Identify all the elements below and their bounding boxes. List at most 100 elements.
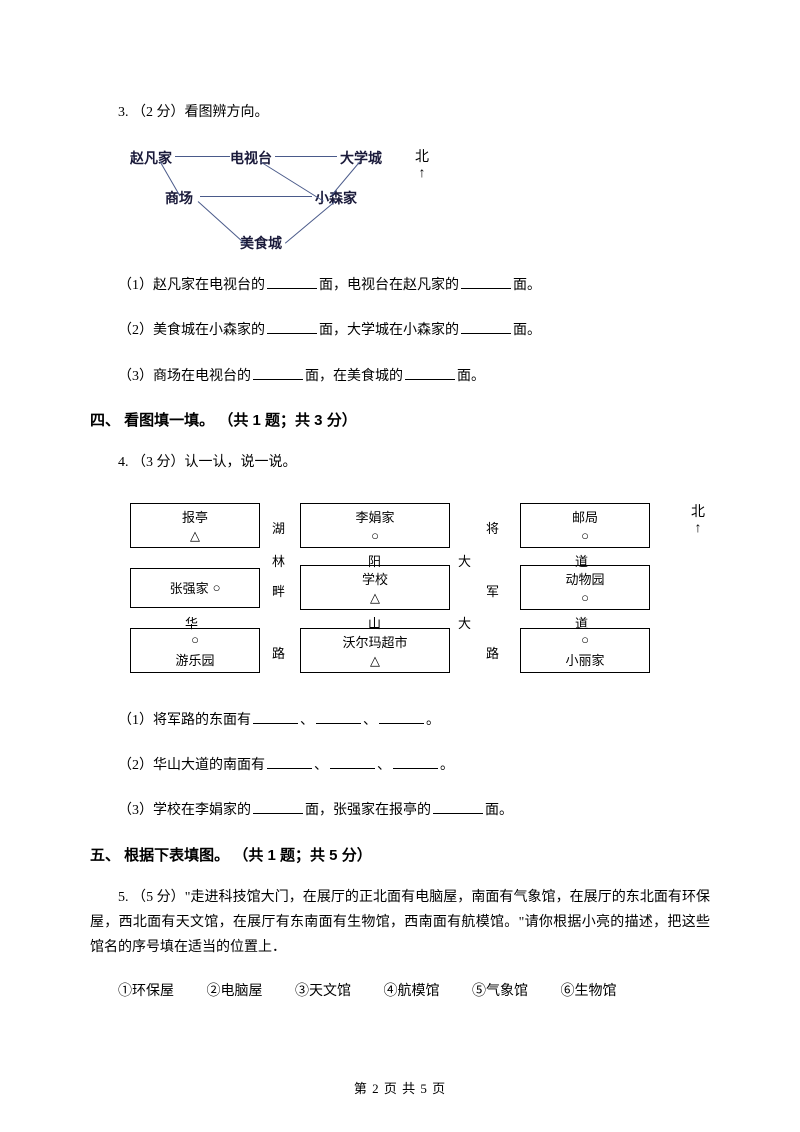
edge — [198, 201, 247, 245]
box-youju: 邮局 ○ — [520, 503, 650, 548]
q4-sub2: （2）华山大道的南面有 、 、 。 — [90, 753, 710, 778]
label: 沃尔玛超市 — [342, 632, 407, 651]
label: 学校 — [362, 569, 388, 588]
q3-sub2: （2）美食城在小森家的 面，大学城在小森家的 面。 — [90, 318, 710, 343]
end: 。 — [440, 758, 454, 773]
page-footer: 第 2 页 共 5 页 — [0, 1078, 800, 1097]
text: （1）赵凡家在电视台的 — [118, 278, 265, 293]
label: 动物园 — [565, 569, 604, 588]
q3-header: 3. （2 分）看图辨方向。 — [90, 100, 710, 125]
section5-title: 五、 根据下表填图。 （共 1 题；共 5 分） — [90, 844, 710, 865]
text: （1）将军路的东面有 — [118, 713, 251, 728]
road-label: 军 — [486, 581, 499, 600]
label: 李娟家 — [355, 507, 394, 526]
q3-sub3: （3）商场在电视台的 面，在美食城的 面。 — [90, 364, 710, 389]
label: 报亭 — [182, 507, 208, 526]
road-label: 路 — [486, 643, 499, 662]
blank[interactable] — [393, 753, 438, 769]
road-label: 大 — [458, 551, 471, 570]
text: 面。 — [457, 369, 485, 384]
circle-icon: ○ — [581, 528, 589, 544]
q4-header: 4. （3 分）认一认，说一说。 — [90, 450, 710, 475]
edge — [275, 156, 337, 157]
text: 面。 — [485, 803, 513, 818]
node-university: 大学城 — [340, 148, 382, 168]
option: ⑥生物馆 — [561, 984, 617, 999]
option: ④航模馆 — [384, 984, 440, 999]
north-arrow-icon: ↑ — [695, 521, 702, 536]
blank[interactable] — [316, 708, 361, 724]
label: 游乐园 — [175, 650, 214, 669]
triangle-icon: △ — [190, 528, 200, 544]
road-label: 华 — [185, 613, 198, 632]
text: 面，大学城在小森家的 — [319, 323, 459, 338]
blank[interactable] — [379, 708, 424, 724]
road-label: 大 — [458, 613, 471, 632]
road-label: 路 — [272, 643, 285, 662]
text: （3）商场在电视台的 — [118, 369, 251, 384]
end: 。 — [426, 713, 440, 728]
option: ③天文馆 — [295, 984, 351, 999]
blank[interactable] — [405, 364, 455, 380]
box-lijuan: 李娟家 ○ — [300, 503, 450, 548]
sep: 、 — [300, 713, 314, 728]
node-food: 美食城 — [240, 233, 282, 253]
text: 面。 — [513, 278, 541, 293]
text: 面，张强家在报亭的 — [305, 803, 431, 818]
text: 面，在美食城的 — [305, 369, 403, 384]
text: （2）美食城在小森家的 — [118, 323, 265, 338]
blank[interactable] — [461, 318, 511, 334]
box-baoting: 报亭 △ — [130, 503, 260, 548]
box-dongwuyuan: 动物园 ○ — [520, 565, 650, 610]
sep: 、 — [363, 713, 377, 728]
triangle-icon: △ — [370, 590, 380, 606]
road-label: 畔 — [272, 581, 285, 600]
blank[interactable] — [433, 798, 483, 814]
north-indicator: 北 ↑ — [691, 501, 705, 537]
blank[interactable] — [461, 273, 511, 289]
q5-options: ①环保屋 ②电脑屋 ③天文馆 ④航模馆 ⑤气象馆 ⑥生物馆 — [90, 980, 710, 1000]
edge — [200, 196, 312, 197]
circle-icon: ○ — [371, 528, 379, 544]
blank[interactable] — [267, 318, 317, 334]
sep: 、 — [314, 758, 328, 773]
q4-diagram: 北 ↑ 报亭△ 李娟家○ 邮局○ 张强家○ 学校△ 动物园○ ○游乐园 沃尔玛超… — [120, 493, 700, 683]
label: 邮局 — [572, 507, 598, 526]
q4-sub3: （3）学校在李娟家的 面，张强家在报亭的 面。 — [90, 798, 710, 823]
node-mall: 商场 — [165, 188, 193, 208]
option: ⑤气象馆 — [472, 984, 528, 999]
blank[interactable] — [253, 798, 303, 814]
circle-icon: ○ — [191, 632, 199, 648]
blank[interactable] — [267, 273, 317, 289]
road-label: 山 — [368, 613, 381, 632]
road-label: 道 — [575, 613, 588, 632]
node-xiaosen: 小森家 — [315, 188, 357, 208]
blank[interactable] — [253, 708, 298, 724]
road-label: 林 — [272, 551, 285, 570]
text: （3）学校在李娟家的 — [118, 803, 251, 818]
box-xuexiao: 学校 △ — [300, 565, 450, 610]
north-arrow-icon: ↑ — [419, 166, 426, 181]
text: （2）华山大道的南面有 — [118, 758, 265, 773]
q4-sub1: （1）将军路的东面有 、 、 。 — [90, 708, 710, 733]
road-label: 阳 — [368, 551, 381, 570]
blank[interactable] — [330, 753, 375, 769]
triangle-icon: △ — [370, 653, 380, 669]
north-label: 北 — [691, 505, 705, 520]
blank[interactable] — [253, 364, 303, 380]
road-label: 道 — [575, 551, 588, 570]
road-label: 将 — [486, 518, 499, 537]
north-indicator: 北 ↑ — [415, 146, 429, 182]
q3-diagram: 赵凡家 电视台 大学城 商场 小森家 美食城 北 ↑ — [120, 143, 440, 253]
road-label: 湖 — [272, 518, 285, 537]
option: ②电脑屋 — [207, 984, 263, 999]
box-woerma: 沃尔玛超市 △ — [300, 628, 450, 673]
q3-sub1: （1）赵凡家在电视台的面，电视台在赵凡家的面。 — [90, 273, 710, 298]
circle-icon: ○ — [581, 632, 589, 648]
edge — [285, 201, 335, 244]
text: 面。 — [513, 323, 541, 338]
blank[interactable] — [267, 753, 312, 769]
sep: 、 — [377, 758, 391, 773]
node-zhaofan: 赵凡家 — [130, 148, 172, 168]
circle-icon: ○ — [581, 590, 589, 606]
